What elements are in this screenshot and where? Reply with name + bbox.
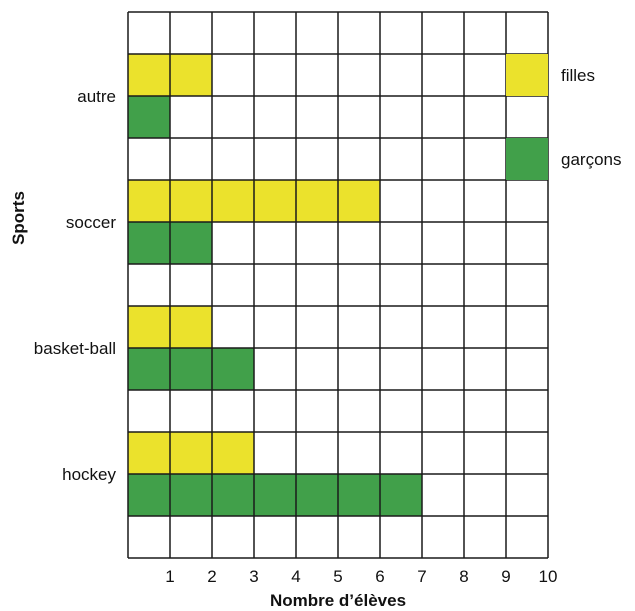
- legend-swatch-filles: [506, 54, 548, 96]
- bar-garçons-autre: [128, 96, 170, 138]
- bar-garçons-hockey: [128, 474, 422, 516]
- category-label-autre: autre: [77, 87, 116, 106]
- category-label-hockey: hockey: [62, 465, 116, 484]
- legend-label-filles: filles: [561, 66, 595, 85]
- x-tick-label-3: 3: [249, 567, 258, 586]
- x-tick-label-6: 6: [375, 567, 384, 586]
- category-label-soccer: soccer: [66, 213, 116, 232]
- x-tick-label-10: 10: [539, 567, 558, 586]
- x-tick-label-1: 1: [165, 567, 174, 586]
- x-tick-label-4: 4: [291, 567, 300, 586]
- x-axis-title: Nombre d’élèves: [270, 591, 406, 610]
- legend-swatch-garçons: [506, 138, 548, 180]
- legend-swatches: [506, 54, 548, 180]
- bars-layer: [128, 54, 422, 516]
- category-label-basket-ball: basket-ball: [34, 339, 116, 358]
- x-tick-label-9: 9: [501, 567, 510, 586]
- x-tick-label-2: 2: [207, 567, 216, 586]
- grid-layer: [127, 11, 549, 559]
- legend-label-garçons: garçons: [561, 150, 621, 169]
- bar-filles-hockey: [128, 432, 254, 474]
- x-tick-label-8: 8: [459, 567, 468, 586]
- y-axis-title: Sports: [9, 191, 28, 245]
- bar-garçons-basket-ball: [128, 348, 254, 390]
- labels-layer: autre soccer basket-ball hockey filles garçon…: [34, 66, 622, 586]
- x-tick-label-7: 7: [417, 567, 426, 586]
- x-tick-label-5: 5: [333, 567, 342, 586]
